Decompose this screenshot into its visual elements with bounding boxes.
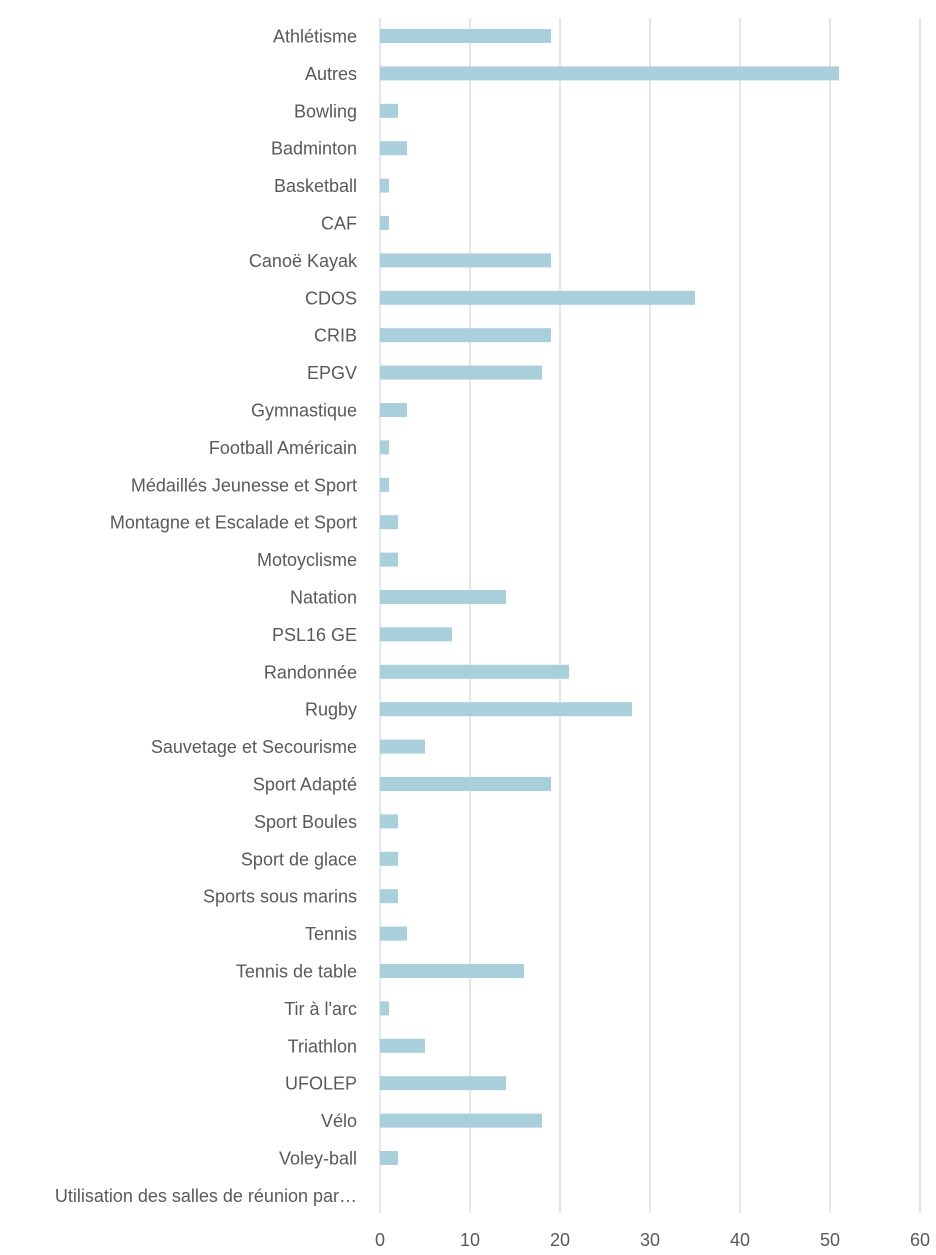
x-tick-label: 30 <box>640 1230 660 1250</box>
bar <box>380 664 569 679</box>
category-label: UFOLEP <box>285 1074 357 1094</box>
bar <box>380 1001 389 1016</box>
category-label: Sport Boules <box>254 812 357 832</box>
category-label: Médaillés Jeunesse et Sport <box>131 475 357 495</box>
category-label: Athlétisme <box>273 27 357 47</box>
x-tick-label: 60 <box>910 1230 930 1250</box>
bar <box>380 403 407 417</box>
bar <box>380 739 425 754</box>
bar <box>380 365 542 380</box>
category-label: CDOS <box>305 288 357 308</box>
x-axis-tick-labels: 0 10 20 30 40 50 60 <box>375 1230 930 1250</box>
category-label: Utilisation des salles de réunion par… <box>55 1186 357 1206</box>
bar <box>380 178 389 193</box>
bar <box>380 253 551 268</box>
category-label: Montagne et Escalade et Sport <box>110 513 357 533</box>
bar <box>380 141 407 156</box>
category-label: Tennis de table <box>236 962 357 982</box>
bar <box>380 590 506 604</box>
category-label: Sauvetage et Secourisme <box>151 737 357 757</box>
x-tick-label: 40 <box>730 1230 750 1250</box>
bar <box>380 1038 425 1053</box>
bar <box>380 1151 398 1165</box>
bar <box>380 103 398 118</box>
bar <box>380 328 551 343</box>
bar <box>380 777 551 791</box>
category-label: Sports sous marins <box>203 887 357 907</box>
category-label: Badminton <box>271 139 357 159</box>
category-label: Canoë Kayak <box>249 251 358 271</box>
x-tick-label: 50 <box>820 1230 840 1250</box>
bar <box>380 889 398 904</box>
bar <box>380 1076 506 1091</box>
bar <box>380 926 407 941</box>
x-tick-label: 0 <box>375 1230 385 1250</box>
category-label: Sport Adapté <box>253 775 357 795</box>
category-labels: Athlétisme Autres Bowling Badminton Basketba… <box>55 27 358 1206</box>
bar <box>380 290 695 305</box>
category-label: Voley-ball <box>279 1149 357 1169</box>
bar <box>380 515 398 530</box>
bar <box>380 552 398 567</box>
gridlines <box>379 18 921 1213</box>
category-label: Natation <box>290 588 357 608</box>
bar <box>380 814 398 829</box>
category-label: Triathlon <box>288 1036 357 1056</box>
category-label: CRIB <box>314 326 357 346</box>
category-label: Autres <box>305 64 357 84</box>
x-tick-label: 10 <box>460 1230 480 1250</box>
category-label: Football Américain <box>209 438 357 458</box>
category-label: EPGV <box>307 363 357 383</box>
category-label: Sport de glace <box>241 849 357 869</box>
bar <box>380 964 524 978</box>
category-label: Bowling <box>294 101 357 121</box>
bar <box>380 29 551 43</box>
bar <box>380 66 839 81</box>
bar <box>380 477 389 492</box>
category-label: Motoyclisme <box>257 550 357 570</box>
category-label: Randonnée <box>264 662 357 682</box>
category-label: Basketball <box>274 176 357 196</box>
bar <box>380 627 452 642</box>
bar <box>380 1113 542 1128</box>
x-tick-label: 20 <box>550 1230 570 1250</box>
category-label: Tir à l'arc <box>284 999 357 1019</box>
bars <box>380 29 839 1165</box>
category-label: PSL16 GE <box>272 625 357 645</box>
bar <box>380 702 632 717</box>
category-label: Rugby <box>305 700 357 720</box>
bar <box>380 851 398 866</box>
category-label: Tennis <box>305 924 357 944</box>
category-label: CAF <box>321 214 357 234</box>
bar <box>380 216 389 230</box>
bar <box>380 440 389 455</box>
category-label: Gymnastique <box>251 401 357 421</box>
category-label: Vélo <box>321 1111 357 1131</box>
